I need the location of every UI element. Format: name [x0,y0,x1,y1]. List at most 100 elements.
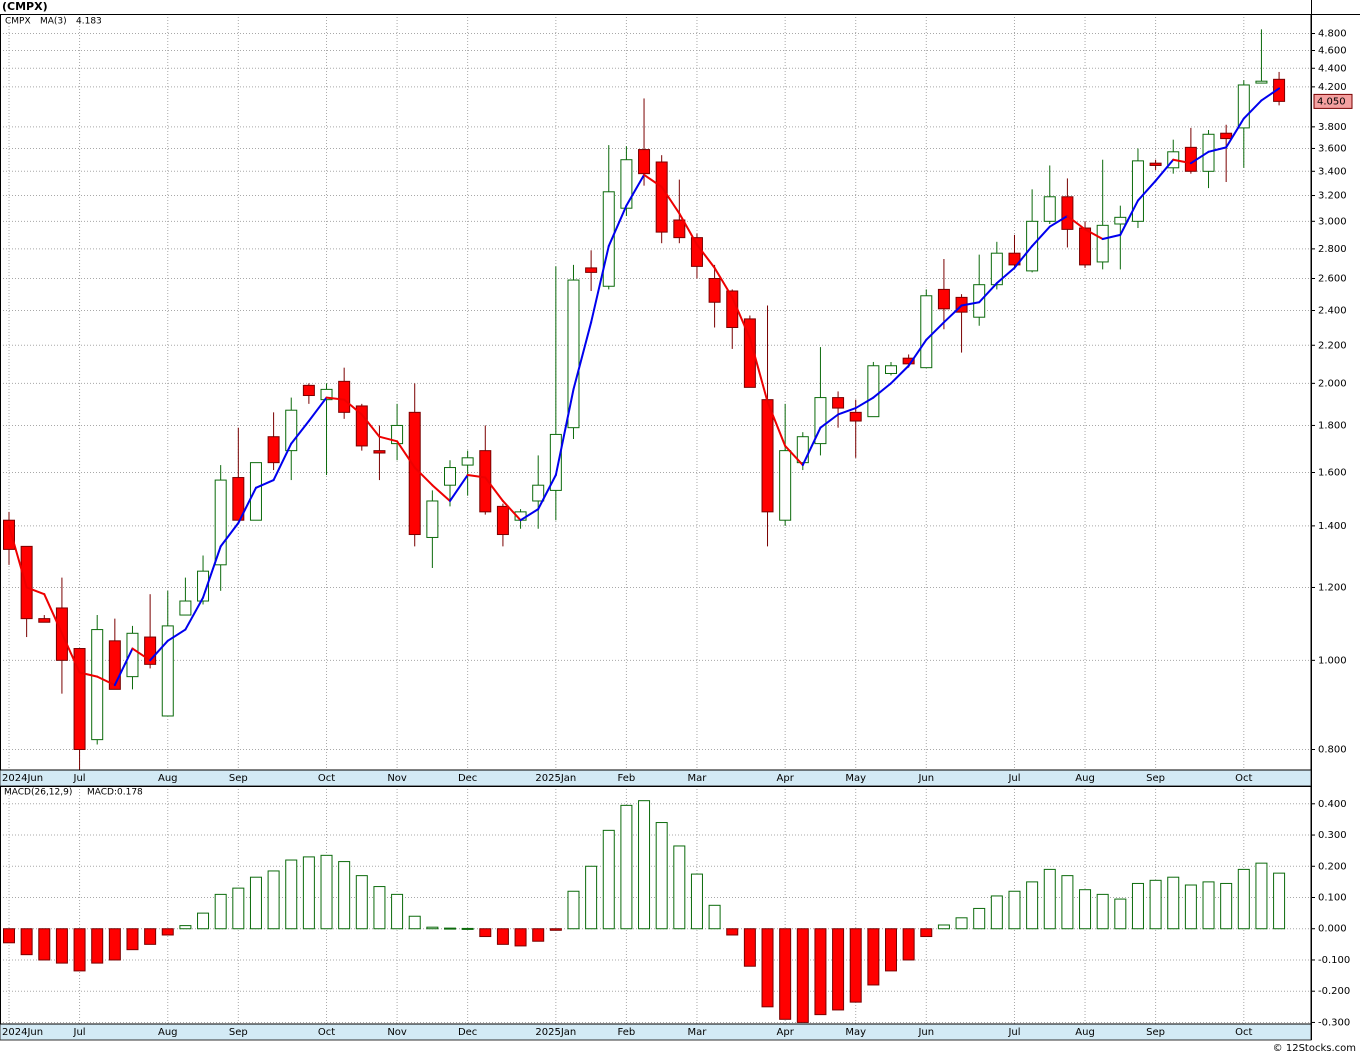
macd-bar [444,927,456,930]
candle-body [408,411,421,536]
x-tick-label: Jul [1007,773,1020,784]
macd-bar [761,928,774,1008]
x-tick-label: 2024Jun [2,1027,43,1038]
candle-body [1043,196,1056,222]
candle-body [743,318,756,388]
x-tick-label: 2024Jun [2,773,43,784]
candle-body [391,424,404,445]
y-tick-label: 1.200 [1318,582,1347,593]
y-tick-label: 3.000 [1318,216,1347,227]
ma-segment [1207,146,1228,153]
ma-segment [378,435,399,443]
ma-segment [678,212,698,246]
y-tick-label: 4.400 [1318,63,1347,74]
ma-segment [784,444,804,467]
y-tick-label: 1.400 [1318,521,1347,532]
ma-segment [1101,233,1122,241]
macd-bar [867,928,880,986]
legend-ma-value: 4.183 [76,17,102,27]
x-tick-label: Sep [229,773,248,784]
ma-segment [43,593,63,635]
candle-body [1220,132,1233,140]
x-tick-label: May [845,773,866,784]
last-price-box [1313,93,1353,109]
macd-bar [990,895,1003,930]
y-tick-label: -0.100 [1318,955,1350,966]
ma-segment [1189,150,1210,165]
candle-body [1114,216,1127,225]
ma-segment [625,173,646,207]
ma-segment [837,407,857,416]
x-tick-label: Feb [618,1027,636,1038]
x-tick-label: 2025Jan [535,1027,576,1038]
candle-body [690,237,703,267]
ma-segment [748,337,769,403]
macd-bar [690,873,703,930]
x-tick-label: Nov [387,1027,407,1038]
macd-bar [1202,881,1215,930]
ma-segment [343,398,363,416]
candle-body [197,570,210,602]
ma-segment [1242,99,1263,120]
x-tick-label: May [845,1027,866,1038]
candle-body [479,450,492,513]
y-tick-label: 2.600 [1318,273,1347,284]
macd-bar [708,904,721,930]
macd-bar [655,822,668,930]
plot-layer [0,14,1311,1024]
x-tick-label: Sep [229,1027,248,1038]
ma-segment [1084,228,1104,241]
candle-body [249,462,262,521]
ma-segment [290,420,310,445]
x-tick-label: Sep [1146,773,1165,784]
macd-bar [179,925,192,930]
macd-bar [285,859,298,930]
macd-bar [673,845,686,930]
macd-bar [796,928,809,1023]
macd-bar [638,800,651,930]
macd-bar [1008,890,1021,930]
macd-bar [1255,862,1268,930]
macd-bar [1220,882,1233,930]
ma-segment [1172,158,1192,165]
candle-body [108,640,121,690]
x-tick-label: Apr [777,773,795,784]
y-tick-label: -0.200 [1318,986,1350,997]
ma-segment [819,413,840,429]
ma-segment [660,185,681,215]
macd-title: MACD(26,12,9) [4,788,72,798]
candle-body [161,625,174,717]
candle-body [796,436,809,464]
ma-segment [1154,158,1175,182]
ma-segment [449,474,469,502]
candle-body [302,384,315,397]
candle-body [549,433,562,491]
ma-segment [519,508,540,522]
macd-bar [161,928,174,936]
candle-body [1096,224,1109,263]
ma-segment [1260,87,1281,102]
macd-bar [743,928,756,967]
ma-segment [202,545,222,599]
y-tick-label: 3.600 [1318,143,1347,154]
candle-body [849,411,862,422]
y-tick-label: 3.800 [1318,122,1347,133]
ma-segment [854,396,875,410]
candle-body [1273,78,1286,102]
x-tick-label: Oct [1235,1027,1252,1038]
ma-segment [219,522,240,548]
macd-bar [249,876,262,930]
macd-bar [391,893,404,930]
y-tick-label: 2.200 [1318,340,1347,351]
ma-segment [60,632,81,674]
candle-body [673,219,686,239]
x-tick-label: Dec [458,773,477,784]
last-price-label: 4.050 [1317,96,1346,107]
macd-bar [1061,875,1074,930]
candle-body [355,405,368,447]
ma-segment [554,388,575,477]
ma-segment [466,474,487,479]
macd-bar [602,829,615,930]
macd-bar [3,928,15,944]
macd-bar [849,928,862,1003]
